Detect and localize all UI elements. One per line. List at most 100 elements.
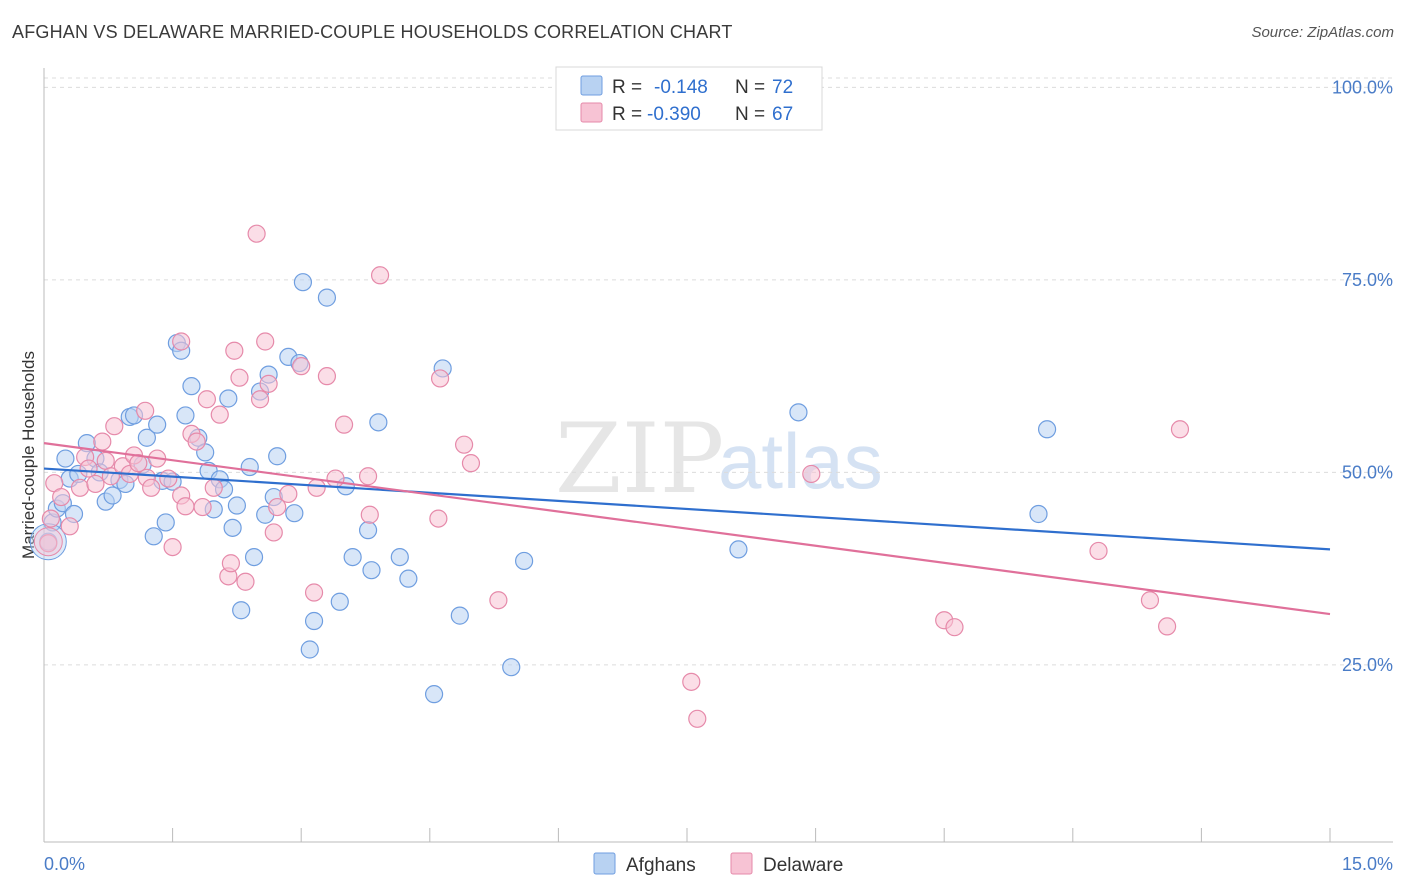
legend-swatch-afghans xyxy=(580,75,603,96)
bottom-legend-afghans: Afghans xyxy=(626,855,696,876)
delaware-point xyxy=(370,266,390,285)
delaware-point xyxy=(96,451,115,470)
afghans-point xyxy=(789,403,808,422)
delaware-point xyxy=(221,554,240,573)
afghans-point xyxy=(1029,504,1048,524)
y-tick-label: 100.0% xyxy=(1332,77,1393,97)
delaware-point xyxy=(454,435,474,454)
legend-r-value-delaware: -0.390 xyxy=(647,104,701,125)
delaware-point xyxy=(39,534,58,553)
delaware-point xyxy=(334,415,354,434)
delaware-point xyxy=(52,487,71,507)
delaware-point xyxy=(317,367,337,386)
bottom-legend-delaware: Delaware xyxy=(763,855,843,876)
afghans-point xyxy=(502,658,521,677)
delaware-point xyxy=(279,484,298,504)
delaware-point xyxy=(268,497,287,517)
delaware-point xyxy=(247,224,266,243)
afghans-point xyxy=(399,569,418,588)
delaware-point xyxy=(1089,541,1108,561)
afghans-point xyxy=(293,273,313,292)
afghans-point xyxy=(317,288,337,307)
afghans-point xyxy=(362,561,381,580)
legend-n-label-delaware: N = xyxy=(735,104,765,125)
delaware-point xyxy=(236,572,255,591)
delaware-points xyxy=(33,224,1190,728)
afghans-point xyxy=(515,551,534,571)
afghans-point xyxy=(330,592,349,611)
afghans-point xyxy=(156,513,175,532)
afghans-point xyxy=(223,518,242,537)
delaware-trend-line xyxy=(43,442,1331,616)
delaware-point xyxy=(358,467,378,486)
delaware-point xyxy=(86,474,105,494)
legend-r-label-delaware: R = xyxy=(612,104,642,125)
afghans-point xyxy=(244,547,264,567)
delaware-point xyxy=(461,454,481,473)
y-tick-labels: 100.0% 75.0% 50.0% 25.0% xyxy=(1332,77,1393,675)
afghans-point xyxy=(1037,420,1057,439)
delaware-point xyxy=(292,357,311,376)
afghans-point xyxy=(148,415,167,434)
afghans-point xyxy=(219,389,238,408)
afghans-point xyxy=(285,504,304,523)
delaware-point xyxy=(193,497,212,517)
bottom-legend-swatch-afghans xyxy=(593,852,616,875)
delaware-point xyxy=(429,509,448,528)
delaware-point xyxy=(163,537,182,557)
watermark-atlas: atlas xyxy=(718,417,883,505)
delaware-point xyxy=(304,583,324,602)
afghans-point xyxy=(240,457,259,477)
delaware-point xyxy=(60,517,79,536)
delaware-point xyxy=(688,709,707,728)
delaware-point xyxy=(1158,617,1177,636)
legend-n-value-afghans: 72 xyxy=(772,77,793,98)
delaware-point xyxy=(176,497,195,516)
delaware-point xyxy=(326,469,345,488)
afghans-point xyxy=(182,377,201,396)
afghans-point xyxy=(450,606,469,625)
y-axis-label: Married-couple Households xyxy=(19,351,38,559)
afghans-point xyxy=(424,685,444,704)
delaware-point xyxy=(159,469,178,488)
delaware-point xyxy=(256,332,275,351)
delaware-point xyxy=(259,374,278,393)
x-tick-min: 0.0% xyxy=(44,854,85,874)
delaware-point xyxy=(210,405,229,424)
legend-n-value-delaware: 67 xyxy=(772,104,793,125)
delaware-point xyxy=(230,368,249,387)
axes xyxy=(43,68,1393,843)
delaware-point xyxy=(197,390,216,409)
delaware-point xyxy=(307,478,326,497)
chart-title: AFGHAN VS DELAWARE MARRIED-COUPLE HOUSEH… xyxy=(12,22,733,42)
delaware-point xyxy=(105,417,124,436)
y-tick-label: 75.0% xyxy=(1342,270,1393,290)
delaware-point xyxy=(41,509,60,528)
delaware-point xyxy=(172,332,191,351)
delaware-point xyxy=(1140,591,1160,610)
afghans-point xyxy=(343,547,362,567)
afghans-point xyxy=(729,540,748,559)
afghans-point xyxy=(304,611,324,631)
delaware-point xyxy=(682,672,701,691)
y-tick-label: 25.0% xyxy=(1342,655,1393,675)
afghans-trend-line xyxy=(43,467,1331,551)
afghans-point xyxy=(369,413,388,432)
delaware-point xyxy=(204,478,223,497)
delaware-point xyxy=(430,369,450,388)
source-label: Source: ZipAtlas.com xyxy=(1251,24,1394,41)
legend-n-label-afghans: N = xyxy=(735,77,765,98)
delaware-point xyxy=(187,432,206,451)
delaware-point xyxy=(225,341,244,360)
delaware-point-cluster xyxy=(33,527,63,557)
afghans-point xyxy=(300,640,319,659)
afghans-point xyxy=(176,406,195,425)
afghans-point xyxy=(358,521,378,540)
delaware-point xyxy=(945,618,964,637)
watermark-zip: ZIP xyxy=(555,403,724,515)
legend-swatch-delaware xyxy=(580,102,603,123)
afghans-point xyxy=(56,449,75,468)
delaware-point xyxy=(250,390,270,409)
bottom-legend-swatch-delaware xyxy=(730,852,753,875)
legend-r-value-afghans: -0.148 xyxy=(654,77,708,98)
